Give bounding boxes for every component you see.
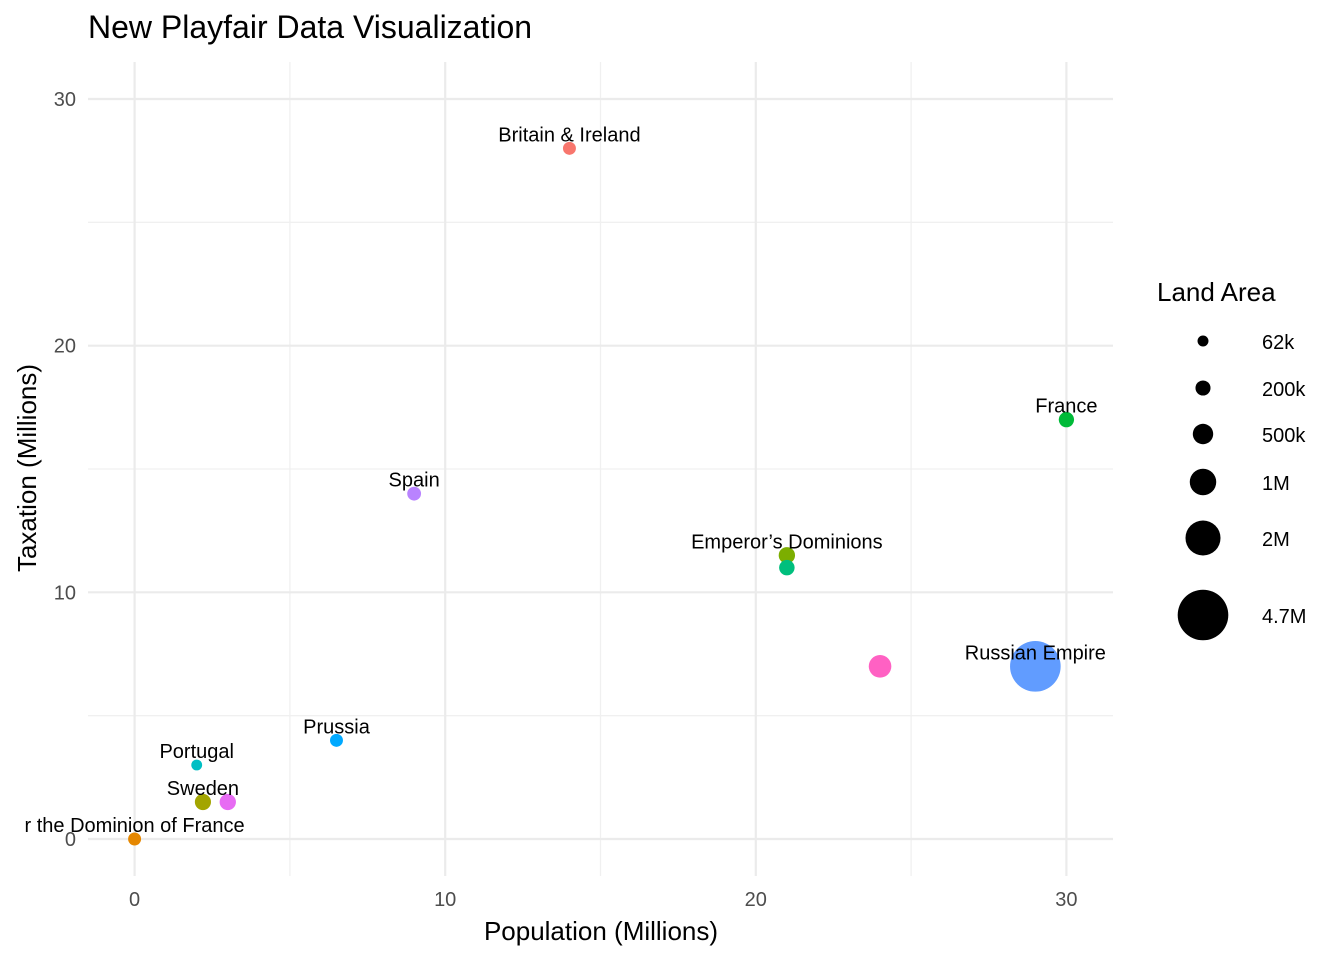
data-point (330, 733, 343, 747)
data-point (219, 793, 236, 811)
point-label: r the Dominion of France (25, 815, 245, 837)
legend-key (1192, 423, 1214, 445)
point-label: Emperor’s Dominions (691, 531, 883, 553)
legend-label: 2M (1262, 529, 1290, 551)
data-point (868, 655, 892, 678)
minor-gridlines (88, 62, 1113, 876)
legend-key (1177, 589, 1229, 641)
x-tick-label: 10 (434, 889, 456, 911)
data-point (779, 559, 795, 576)
data-points (128, 141, 1075, 846)
x-tick-label: 0 (129, 889, 140, 911)
point-label: Spain (389, 470, 440, 492)
point-label: Prussia (303, 716, 371, 738)
y-tick-label: 0 (65, 829, 76, 851)
point-label: France (1035, 396, 1097, 418)
point-label: Russian Empire (965, 642, 1106, 664)
point-labels: Britain & Ireland France Spain Emperor’s Do… (25, 124, 1106, 837)
point-label: Britain & Ireland (498, 124, 640, 146)
legend-label: 1M (1262, 473, 1290, 495)
legend-key (1189, 468, 1217, 496)
y-tick-label: 30 (54, 89, 76, 111)
data-point (191, 759, 203, 771)
legend-key (1195, 380, 1211, 396)
x-tick-label: 20 (745, 889, 767, 911)
point-label: Sweden (167, 778, 239, 800)
legend-key (1185, 520, 1221, 556)
data-point (1010, 641, 1061, 692)
legend-label: 4.7M (1262, 606, 1306, 628)
data-point (407, 486, 422, 501)
y-axis-ticks: 0 10 20 30 (54, 89, 76, 851)
point-label: Portugal (159, 741, 234, 763)
legend: Land Area 62k 200k 500k 1M 2M 4.7M (1157, 277, 1306, 641)
x-tick-label: 30 (1055, 889, 1077, 911)
x-axis-ticks: 0 10 20 30 (129, 889, 1078, 911)
legend-label: 62k (1262, 332, 1295, 354)
x-axis-title: Population (Millions) (484, 916, 718, 946)
y-tick-label: 20 (54, 336, 76, 358)
data-point (778, 547, 796, 564)
data-point (562, 141, 576, 155)
data-point (194, 793, 211, 811)
chart-title: New Playfair Data Visualization (88, 9, 532, 45)
legend-key (1197, 335, 1209, 347)
major-gridlines (88, 62, 1113, 876)
y-axis-title: Taxation (Millions) (12, 364, 42, 572)
legend-label: 500k (1262, 425, 1306, 447)
data-point (128, 832, 142, 846)
legend-label: 200k (1262, 379, 1306, 401)
y-tick-label: 10 (54, 582, 76, 604)
legend-title: Land Area (1157, 277, 1276, 307)
data-point (1058, 412, 1075, 428)
